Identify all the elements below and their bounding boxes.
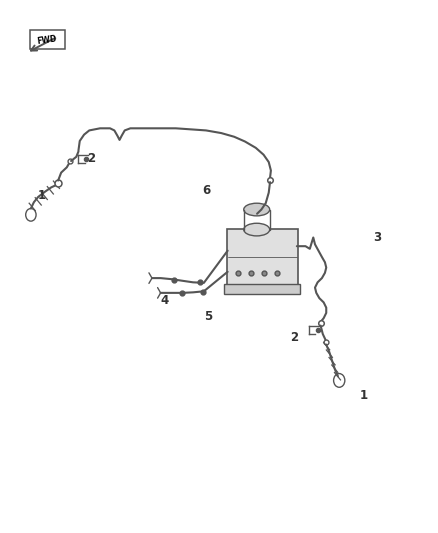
Text: 2: 2 bbox=[291, 331, 299, 344]
Text: 3: 3 bbox=[373, 231, 381, 244]
Ellipse shape bbox=[244, 223, 270, 236]
Text: 6: 6 bbox=[202, 183, 210, 197]
FancyBboxPatch shape bbox=[224, 284, 300, 294]
Text: 1: 1 bbox=[360, 389, 368, 402]
Text: FWD: FWD bbox=[37, 34, 58, 45]
FancyBboxPatch shape bbox=[227, 229, 298, 286]
FancyBboxPatch shape bbox=[30, 30, 65, 49]
Text: 1: 1 bbox=[38, 189, 46, 202]
Text: 5: 5 bbox=[204, 310, 212, 323]
Text: 4: 4 bbox=[161, 294, 169, 308]
Ellipse shape bbox=[244, 203, 270, 216]
Text: 2: 2 bbox=[87, 152, 95, 165]
